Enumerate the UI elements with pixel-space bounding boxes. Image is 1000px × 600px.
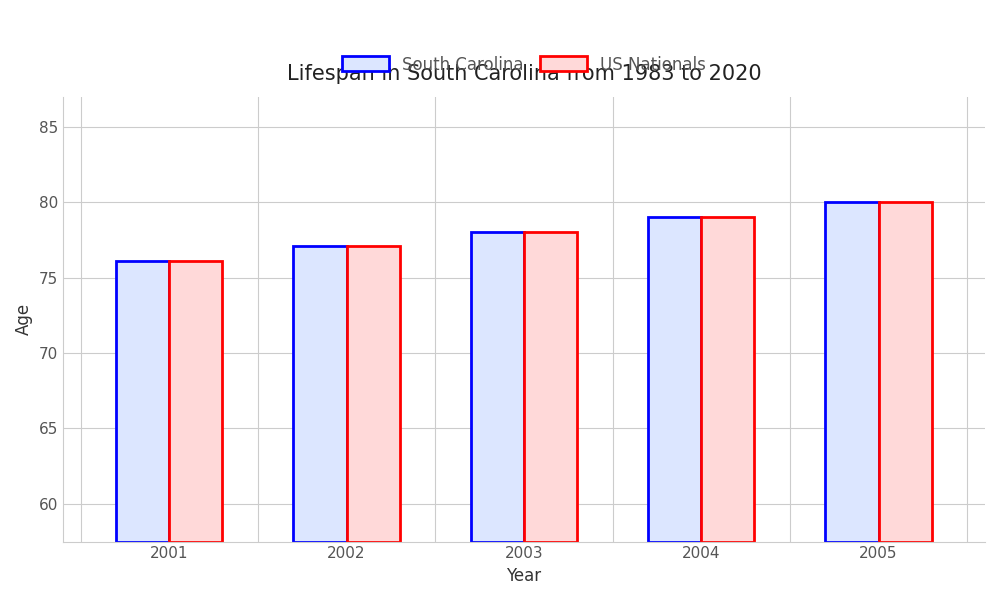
- Bar: [293, 246, 347, 542]
- Bar: [169, 261, 222, 542]
- Legend: South Carolina, US Nationals: South Carolina, US Nationals: [334, 47, 714, 82]
- Title: Lifespan in South Carolina from 1983 to 2020: Lifespan in South Carolina from 1983 to …: [287, 64, 761, 84]
- Bar: [347, 246, 400, 542]
- Bar: [701, 217, 754, 542]
- Bar: [648, 217, 701, 542]
- Bar: [524, 232, 577, 542]
- Bar: [879, 202, 932, 542]
- X-axis label: Year: Year: [506, 567, 541, 585]
- Bar: [825, 202, 879, 542]
- Bar: [116, 261, 169, 542]
- Bar: [471, 232, 524, 542]
- Y-axis label: Age: Age: [15, 303, 33, 335]
